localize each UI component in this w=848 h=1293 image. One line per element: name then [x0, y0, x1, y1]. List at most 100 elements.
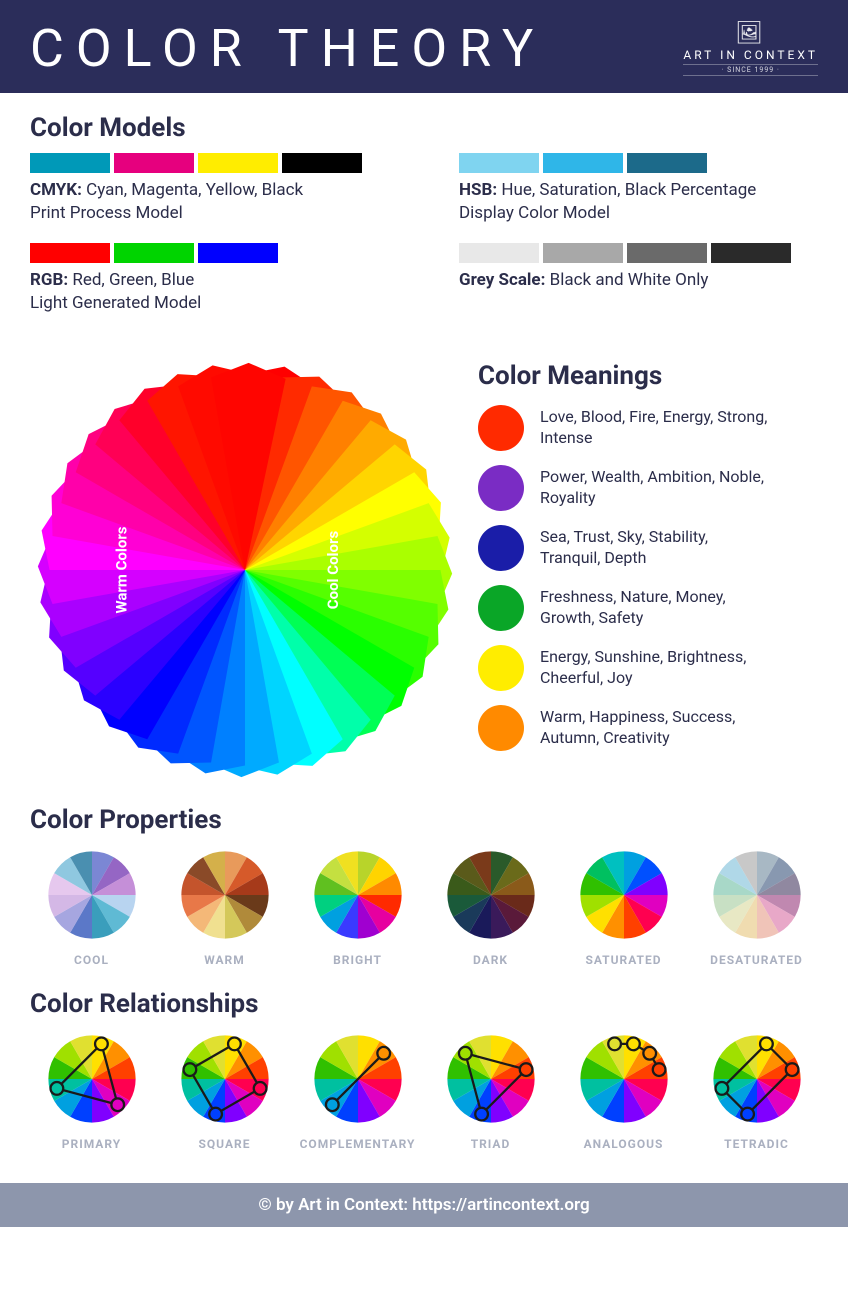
big-color-wheel: Warm Colors Cool Colors [30, 355, 460, 785]
mini-wheel-svg [574, 1029, 674, 1129]
meaning-dot [478, 405, 524, 451]
swatch [543, 153, 623, 173]
color-relationships-section: Color Relationships PRIMARY SQUARE COMPLEM… [30, 989, 818, 1151]
property-wheel: DESATURATED [695, 845, 818, 967]
swatch [30, 153, 110, 173]
hsb-label: HSB: Hue, Saturation, Black PercentageDi… [459, 179, 818, 225]
color-properties-section: Color Properties COOL WARM BRIGHT DARK SATUR… [30, 805, 818, 967]
relationship-label: ANALOGOUS [562, 1137, 685, 1151]
color-relationships-heading: Color Relationships [30, 989, 818, 1019]
swatch [627, 153, 707, 173]
grey-block: Grey Scale: Black and White Only [459, 243, 818, 292]
property-label: DARK [429, 953, 552, 967]
swatch [114, 243, 194, 263]
hsb-swatches [459, 153, 818, 173]
swatch [543, 243, 623, 263]
relationship-label: TRIAD [429, 1137, 552, 1151]
relationship-wheel: SQUARE [163, 1029, 286, 1151]
brand-since: · SINCE 1999 · [683, 64, 818, 76]
easel-icon: 🖼 [683, 21, 818, 46]
relationship-label: COMPLEMENTARY [296, 1137, 419, 1151]
relationship-wheel: TRIAD [429, 1029, 552, 1151]
mini-wheel-svg [42, 845, 142, 945]
footer-text: © by Art in Context: https://artincontex… [258, 1195, 589, 1215]
meaning-row: Power, Wealth, Ambition, Noble, Royality [478, 465, 818, 511]
grey-label: Grey Scale: Black and White Only [459, 269, 818, 292]
swatch [459, 153, 539, 173]
relationship-wheel: ANALOGOUS [562, 1029, 685, 1151]
property-wheel: WARM [163, 845, 286, 967]
swatch [282, 153, 362, 173]
swatch [30, 243, 110, 263]
meaning-dot [478, 585, 524, 631]
mini-wheel-svg [175, 845, 275, 945]
property-wheel: SATURATED [562, 845, 685, 967]
property-wheel: COOL [30, 845, 153, 967]
color-properties-heading: Color Properties [30, 805, 818, 835]
footer-bar: © by Art in Context: https://artincontex… [0, 1183, 848, 1227]
property-label: WARM [163, 953, 286, 967]
meanings-list: Love, Blood, Fire, Energy, Strong, Inten… [478, 405, 818, 751]
rgb-block: RGB: Red, Green, BlueLight Generated Mod… [30, 243, 389, 315]
swatch [711, 243, 791, 263]
meaning-text: Energy, Sunshine, Brightness, Cheerful, … [540, 647, 770, 689]
meaning-row: Love, Blood, Fire, Energy, Strong, Inten… [478, 405, 818, 451]
cmyk-swatches [30, 153, 389, 173]
meaning-text: Warm, Happiness, Success, Autumn, Creati… [540, 707, 770, 749]
relationship-label: TETRADIC [695, 1137, 818, 1151]
models-right-col: HSB: Hue, Saturation, Black PercentageDi… [459, 153, 818, 333]
meaning-text: Freshness, Nature, Money, Growth, Safety [540, 587, 770, 629]
relationship-wheel: COMPLEMENTARY [296, 1029, 419, 1151]
relationship-wheel: PRIMARY [30, 1029, 153, 1151]
main-content: Color Models CMYK: Cyan, Magenta, Yellow… [0, 93, 848, 1183]
meaning-dot [478, 465, 524, 511]
color-models-section: CMYK: Cyan, Magenta, Yellow, BlackPrint … [30, 153, 818, 333]
hsb-block: HSB: Hue, Saturation, Black PercentageDi… [459, 153, 818, 225]
color-meanings-heading: Color Meanings [478, 361, 818, 391]
swatch [114, 153, 194, 173]
cmyk-label: CMYK: Cyan, Magenta, Yellow, BlackPrint … [30, 179, 389, 225]
relationship-label: SQUARE [163, 1137, 286, 1151]
meaning-text: Sea, Trust, Sky, Stability, Tranquil, De… [540, 527, 770, 569]
properties-grid: COOL WARM BRIGHT DARK SATURATED DESATURATED [30, 845, 818, 967]
mini-wheel-svg [308, 1029, 408, 1129]
meaning-row: Sea, Trust, Sky, Stability, Tranquil, De… [478, 525, 818, 571]
swatch [459, 243, 539, 263]
warm-colors-label: Warm Colors [113, 526, 131, 613]
rgb-swatches [30, 243, 389, 263]
mini-wheel-svg [175, 1029, 275, 1129]
models-left-col: CMYK: Cyan, Magenta, Yellow, BlackPrint … [30, 153, 389, 333]
swatch [198, 153, 278, 173]
swatch [198, 243, 278, 263]
mini-wheel-svg [707, 1029, 807, 1129]
grey-swatches [459, 243, 818, 263]
meaning-dot [478, 645, 524, 691]
meaning-row: Freshness, Nature, Money, Growth, Safety [478, 585, 818, 631]
wheel-and-meanings: Warm Colors Cool Colors Color Meanings L… [30, 355, 818, 785]
property-wheel: BRIGHT [296, 845, 419, 967]
mini-wheel-svg [308, 845, 408, 945]
mini-wheel-svg [441, 845, 541, 945]
property-wheel: DARK [429, 845, 552, 967]
property-label: BRIGHT [296, 953, 419, 967]
mini-wheel-svg [42, 1029, 142, 1129]
meaning-text: Power, Wealth, Ambition, Noble, Royality [540, 467, 770, 509]
property-label: SATURATED [562, 953, 685, 967]
color-wheel-svg [30, 355, 460, 785]
mini-wheel-svg [441, 1029, 541, 1129]
mini-wheel-svg [574, 845, 674, 945]
relationships-grid: PRIMARY SQUARE COMPLEMENTARY TRIAD ANALOGOUS… [30, 1029, 818, 1151]
header-bar: COLOR THEORY 🖼 ART IN CONTEXT · SINCE 19… [0, 0, 848, 93]
cool-colors-label: Cool Colors [324, 531, 342, 609]
meaning-row: Energy, Sunshine, Brightness, Cheerful, … [478, 645, 818, 691]
color-meanings-section: Color Meanings Love, Blood, Fire, Energy… [478, 355, 818, 765]
property-label: DESATURATED [695, 953, 818, 967]
rgb-label: RGB: Red, Green, BlueLight Generated Mod… [30, 269, 389, 315]
meaning-dot [478, 525, 524, 571]
brand-logo: 🖼 ART IN CONTEXT · SINCE 1999 · [683, 21, 818, 76]
page-title: COLOR THEORY [30, 18, 545, 79]
relationship-label: PRIMARY [30, 1137, 153, 1151]
brand-name: ART IN CONTEXT [683, 48, 818, 62]
property-label: COOL [30, 953, 153, 967]
relationship-wheel: TETRADIC [695, 1029, 818, 1151]
